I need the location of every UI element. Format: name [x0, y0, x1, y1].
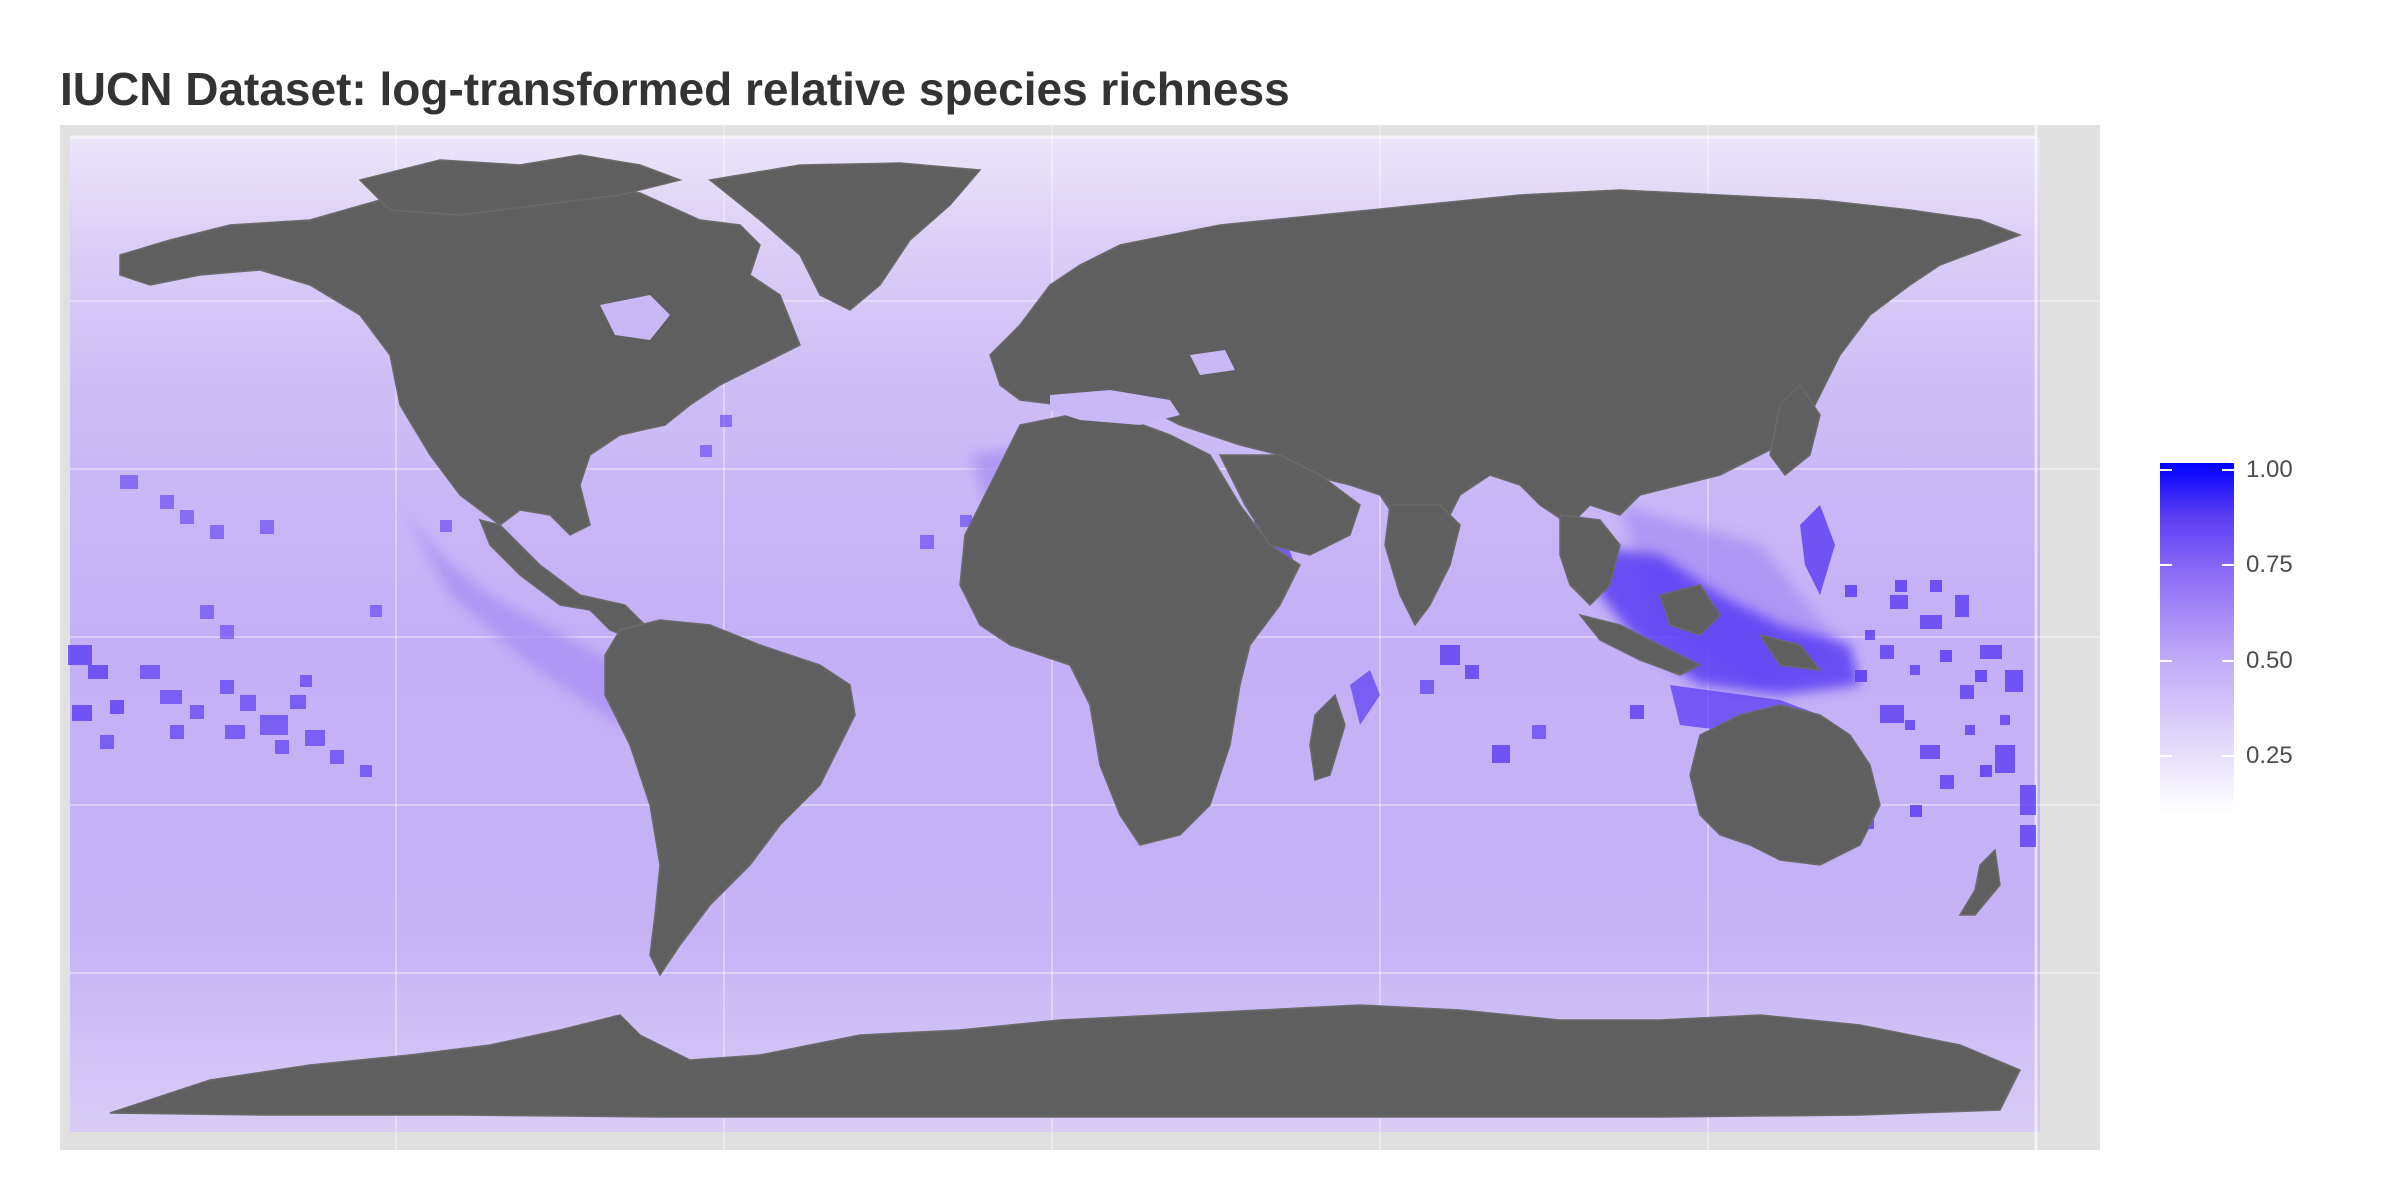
- africa: [959, 414, 1301, 846]
- indonesia: [1578, 584, 1822, 676]
- legend-label: 0.75: [2246, 551, 2293, 578]
- land-masses: [109, 154, 2023, 1118]
- north-america: [119, 179, 801, 641]
- greenland: [708, 162, 982, 311]
- madagascar: [1309, 693, 1346, 781]
- color-scale-bar: [2160, 463, 2234, 813]
- legend-label: 1.00: [2246, 456, 2293, 483]
- legend-label: 0.25: [2246, 742, 2293, 769]
- world-map-panel: [60, 125, 2100, 1150]
- eurasia: [989, 189, 2023, 567]
- south-america: [604, 619, 856, 977]
- arctic-islands: [358, 154, 683, 216]
- japan: [1769, 383, 1821, 477]
- australia: [1689, 704, 1881, 866]
- world-map: [68, 125, 2100, 1150]
- inland-water: [600, 295, 1235, 425]
- new-zealand: [1958, 848, 2001, 916]
- southeast-asia: [1559, 514, 1621, 607]
- map-title: IUCN Dataset: log-transformed relative s…: [60, 63, 1290, 115]
- color-legend: 1.00 0.75 0.50 0.25: [2160, 456, 2320, 823]
- antarctica: [109, 1004, 2022, 1118]
- map-grid-major: [70, 125, 2038, 1150]
- india: [1384, 504, 1461, 627]
- arabia: [1218, 454, 1361, 556]
- legend-label: 0.50: [2246, 647, 2293, 674]
